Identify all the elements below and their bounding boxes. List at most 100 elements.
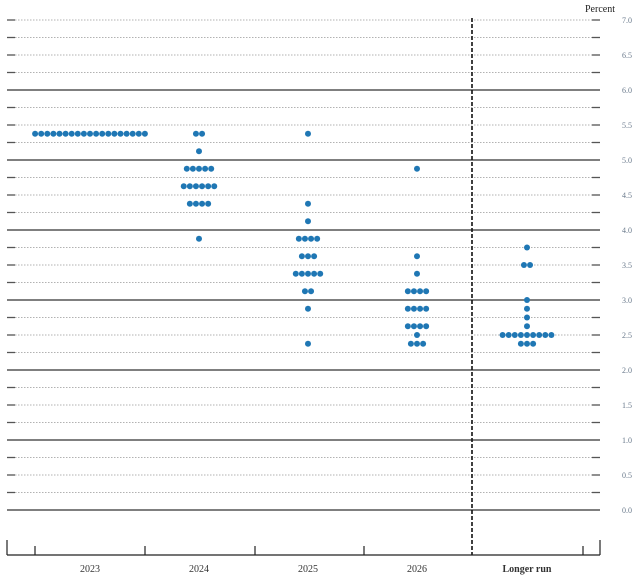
- dot-marker: [211, 183, 218, 190]
- series-2024: [180, 130, 218, 242]
- dot-marker: [192, 130, 199, 137]
- dot-marker: [74, 130, 81, 137]
- dot-marker: [414, 340, 420, 347]
- dot-marker: [62, 130, 69, 137]
- dot-marker: [308, 288, 315, 295]
- dot-marker: [298, 270, 305, 277]
- y-tick-label: 6.5: [622, 51, 632, 60]
- dot-marker: [548, 332, 555, 338]
- dot-marker: [129, 130, 136, 137]
- dot-marker: [499, 332, 506, 338]
- x-category-label: 2024: [189, 564, 209, 575]
- x-category-label: 2026: [407, 564, 427, 575]
- dot-marker: [410, 323, 417, 330]
- y-tick-label: 1.5: [622, 401, 632, 410]
- x-category-label: 2025: [298, 564, 318, 575]
- series-2023: [32, 130, 148, 137]
- y-tick-label: 4.0: [622, 226, 632, 235]
- dot-marker: [105, 130, 112, 137]
- series-2025: [292, 130, 324, 347]
- y-tick-label: 3.5: [622, 261, 632, 270]
- dot-marker: [305, 200, 311, 207]
- dot-marker: [186, 200, 193, 207]
- y-tick-label: 3.0: [622, 296, 632, 305]
- dot-marker: [111, 130, 118, 137]
- dot-marker: [524, 323, 530, 330]
- dot-marker: [524, 297, 530, 303]
- dot-marker: [414, 165, 420, 172]
- x-category-label: Longer run: [503, 564, 552, 575]
- y-tick-label: 1.0: [622, 436, 632, 445]
- dot-marker: [505, 332, 512, 338]
- y-tick-label: 2.5: [622, 331, 632, 340]
- dot-marker: [530, 332, 537, 338]
- dot-marker: [527, 262, 534, 268]
- y-tick-label: 0.5: [622, 471, 632, 480]
- y-axis-labels: 7.0 6.5 6.0 5.5 5.0 4.5 4.0 3.5 3.0 2.5 2.0 1.5 1.0 0…: [622, 16, 632, 515]
- dot-marker: [292, 270, 299, 277]
- dot-marker: [199, 130, 206, 137]
- dot-marker: [196, 148, 202, 155]
- dot-marker: [93, 130, 100, 137]
- dot-marker: [205, 200, 212, 207]
- dot-marker: [202, 165, 209, 172]
- y-tick-label: 4.5: [622, 191, 632, 200]
- y-tick-label: 5.5: [622, 121, 632, 130]
- dot-marker: [205, 183, 212, 190]
- y-tick-label: 0.0: [622, 506, 632, 515]
- dot-marker: [423, 288, 430, 295]
- dot-marker: [301, 288, 308, 295]
- dot-marker: [199, 183, 206, 190]
- dot-marker: [524, 340, 530, 347]
- dot-marker: [56, 130, 63, 137]
- dot-marker: [32, 130, 39, 137]
- dot-marker: [196, 235, 202, 242]
- dot-marker: [305, 270, 311, 277]
- dot-marker: [308, 235, 315, 242]
- dot-marker: [410, 305, 417, 312]
- dot-marker: [192, 183, 199, 190]
- dot-marker: [99, 130, 106, 137]
- dot-marker: [404, 288, 411, 295]
- dot-marker: [536, 332, 543, 338]
- x-axis: 2023 2024 2025 2026 Longer run: [6, 540, 601, 575]
- dot-marker: [38, 130, 45, 137]
- dot-marker: [423, 305, 430, 312]
- dot-marker: [417, 323, 424, 330]
- dot-marker: [530, 340, 537, 347]
- x-category-label: 2023: [80, 564, 100, 575]
- dot-marker: [417, 305, 424, 312]
- dot-marker: [295, 235, 302, 242]
- y-tick-label: 2.0: [622, 366, 632, 375]
- dot-marker: [311, 253, 318, 260]
- dot-marker: [417, 288, 424, 295]
- dot-marker: [542, 332, 549, 338]
- dot-marker: [524, 332, 530, 338]
- dot-marker: [423, 323, 430, 330]
- dot-marker: [511, 332, 518, 338]
- dot-marker: [414, 253, 420, 260]
- dot-marker: [305, 130, 311, 137]
- dot-marker: [189, 165, 196, 172]
- dot-marker: [317, 270, 324, 277]
- dot-marker: [305, 218, 311, 225]
- dot-marker: [524, 305, 530, 312]
- dot-marker: [524, 314, 530, 321]
- dot-marker: [135, 130, 142, 137]
- dot-marker: [305, 305, 311, 312]
- dot-marker: [50, 130, 57, 137]
- series-2026: [404, 165, 430, 347]
- dot-marker: [305, 253, 311, 260]
- dot-marker: [420, 340, 427, 347]
- dot-marker: [180, 183, 187, 190]
- y-tick-label: 5.0: [622, 156, 632, 165]
- dot-marker: [301, 235, 308, 242]
- dot-marker: [520, 262, 527, 268]
- dot-marker: [305, 340, 311, 347]
- dot-marker: [192, 200, 199, 207]
- y-tick-label: 7.0: [622, 16, 632, 25]
- gridlines: [7, 19, 600, 511]
- dot-marker: [199, 200, 206, 207]
- dot-marker: [298, 253, 305, 260]
